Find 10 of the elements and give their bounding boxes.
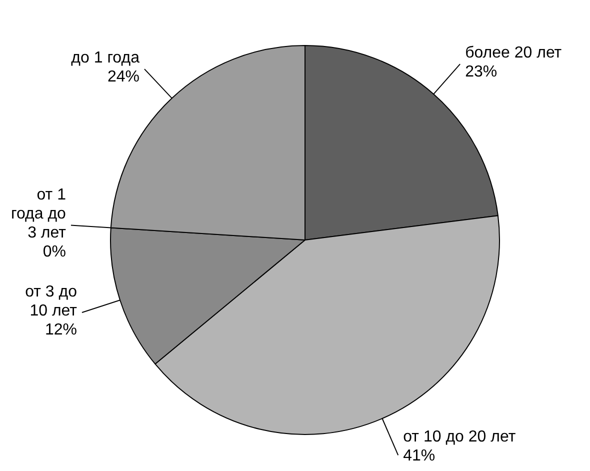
text: 0% — [42, 244, 66, 261]
data-label: 23% — [465, 64, 498, 81]
data-label: 41% — [403, 447, 436, 464]
slice-label: от 10 до 20 лет — [403, 428, 516, 446]
slice-label: от 3 до 10 лет — [25, 283, 78, 320]
data-label: 24% — [107, 68, 140, 86]
category-label: от 1 года до 3 лет — [11, 186, 66, 242]
slice-label: до 1 года — [71, 49, 140, 66]
data-label: 12% — [44, 321, 77, 338]
slice-label: более 20 лет — [465, 44, 562, 62]
